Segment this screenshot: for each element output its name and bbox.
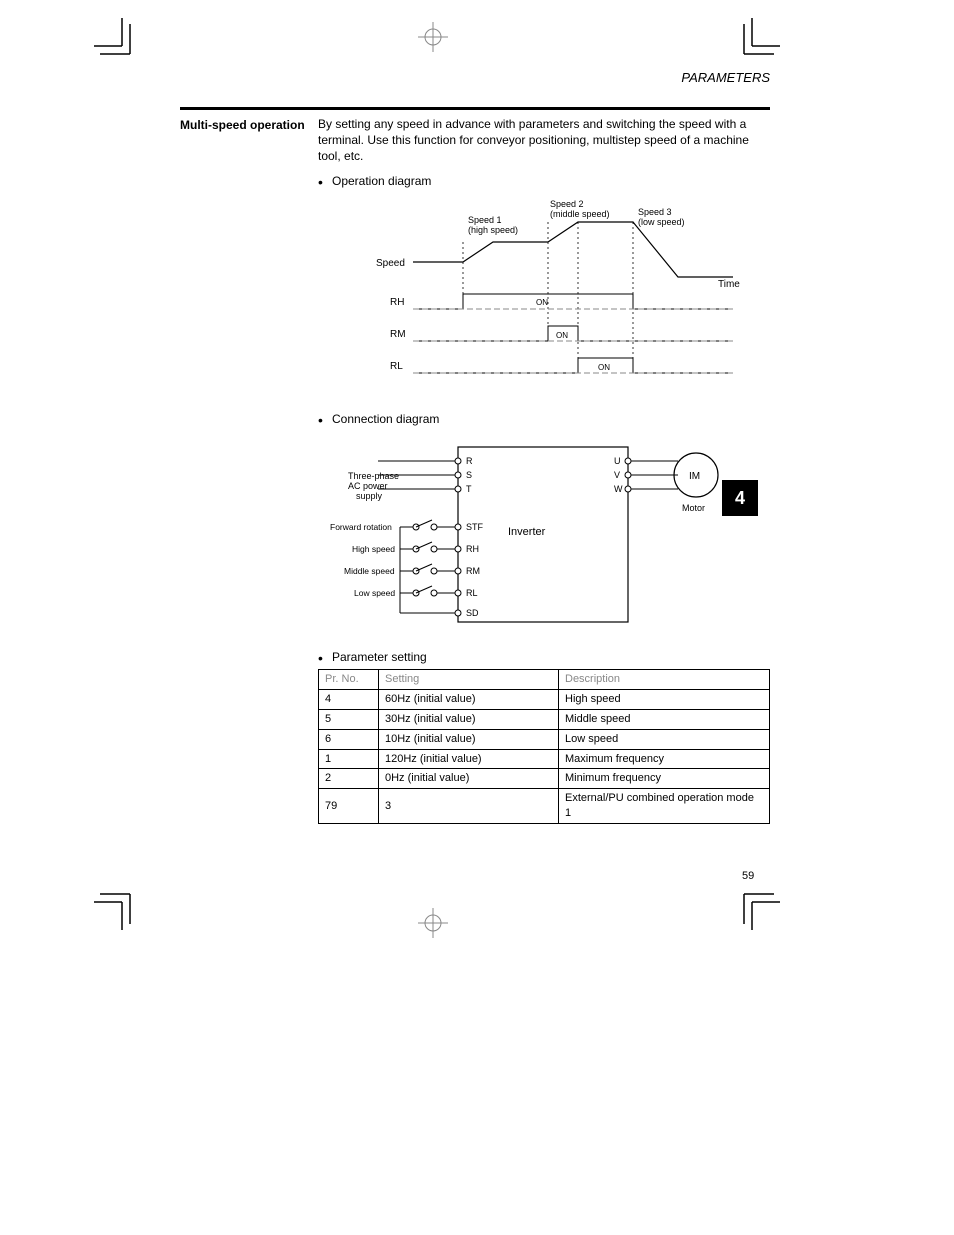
svg-text:(middle speed): (middle speed): [550, 209, 610, 219]
svg-text:V: V: [614, 470, 620, 480]
svg-text:Inverter: Inverter: [508, 526, 546, 538]
svg-text:ON: ON: [598, 363, 610, 372]
svg-text:Forward rotation: Forward rotation: [330, 522, 392, 532]
svg-text:SD: SD: [466, 608, 479, 618]
table-row: 530Hz (initial value)Middle speed: [319, 709, 770, 729]
table-row: 1120Hz (initial value)Maximum frequency: [319, 749, 770, 769]
svg-text:RM: RM: [466, 566, 480, 576]
svg-text:High speed: High speed: [352, 544, 395, 554]
section-title: Multi-speed operation: [180, 116, 308, 132]
svg-text:Speed 3: Speed 3: [638, 207, 672, 217]
col-pr-no: Pr. No.: [319, 670, 379, 690]
svg-text:RL: RL: [390, 361, 403, 372]
svg-text:Speed: Speed: [376, 258, 405, 269]
header-rule: [180, 107, 770, 110]
svg-text:Low speed: Low speed: [354, 588, 395, 598]
svg-text:Middle speed: Middle speed: [344, 566, 395, 576]
table-row: 793External/PU combined operation mode 1: [319, 789, 770, 824]
svg-text:Three-phase: Three-phase: [348, 471, 399, 481]
page-header: PARAMETERS: [180, 70, 770, 85]
svg-text:(high speed): (high speed): [468, 225, 518, 235]
svg-text:IM: IM: [689, 471, 700, 482]
crop-mark-tl: [94, 18, 140, 64]
bullet-icon: •: [318, 173, 324, 189]
svg-text:R: R: [466, 456, 473, 466]
table-row: 610Hz (initial value)Low speed: [319, 729, 770, 749]
svg-text:RL: RL: [466, 588, 478, 598]
reg-mark-top: [418, 22, 448, 52]
svg-text:RH: RH: [466, 544, 479, 554]
bullet-icon: •: [318, 411, 324, 427]
svg-text:AC power: AC power: [348, 481, 388, 491]
svg-text:T: T: [466, 484, 472, 494]
svg-text:ON: ON: [536, 298, 548, 307]
col-setting: Setting: [379, 670, 559, 690]
table-row: 460Hz (initial value)High speed: [319, 689, 770, 709]
connection-diagram: Inverter Three-phase AC power supply R S…: [318, 435, 770, 635]
bullet-conn-diagram-label: Connection diagram: [332, 411, 439, 427]
col-desc: Description: [559, 670, 770, 690]
table-header-row: Pr. No. Setting Description: [319, 670, 770, 690]
bullet-icon: •: [318, 649, 324, 665]
bullet-param-label: Parameter setting: [332, 649, 427, 665]
svg-text:supply: supply: [356, 491, 383, 501]
crop-mark-br: [734, 884, 780, 930]
page-number: 59: [742, 870, 754, 882]
svg-text:W: W: [614, 484, 623, 494]
table-row: 20Hz (initial value)Minimum frequency: [319, 769, 770, 789]
svg-text:S: S: [466, 470, 472, 480]
svg-text:Time: Time: [718, 279, 740, 290]
crop-mark-bl: [94, 884, 140, 930]
svg-text:U: U: [614, 456, 621, 466]
svg-text:Motor: Motor: [682, 503, 705, 513]
parameter-table: Pr. No. Setting Description 460Hz (initi…: [318, 669, 770, 824]
bullet-op-diagram-label: Operation diagram: [332, 173, 431, 189]
svg-text:RH: RH: [390, 297, 404, 308]
operation-diagram: Speed 1 (high speed) Speed 2 (middle spe…: [318, 197, 770, 397]
svg-text:STF: STF: [466, 522, 484, 532]
svg-text:(low speed): (low speed): [638, 217, 685, 227]
svg-text:ON: ON: [556, 331, 568, 340]
intro-paragraph: By setting any speed in advance with par…: [318, 116, 770, 165]
svg-text:Speed 2: Speed 2: [550, 199, 584, 209]
crop-mark-tr: [734, 18, 780, 64]
svg-text:Speed 1: Speed 1: [468, 215, 502, 225]
reg-mark-bottom: [418, 908, 448, 938]
svg-text:RM: RM: [390, 329, 406, 340]
